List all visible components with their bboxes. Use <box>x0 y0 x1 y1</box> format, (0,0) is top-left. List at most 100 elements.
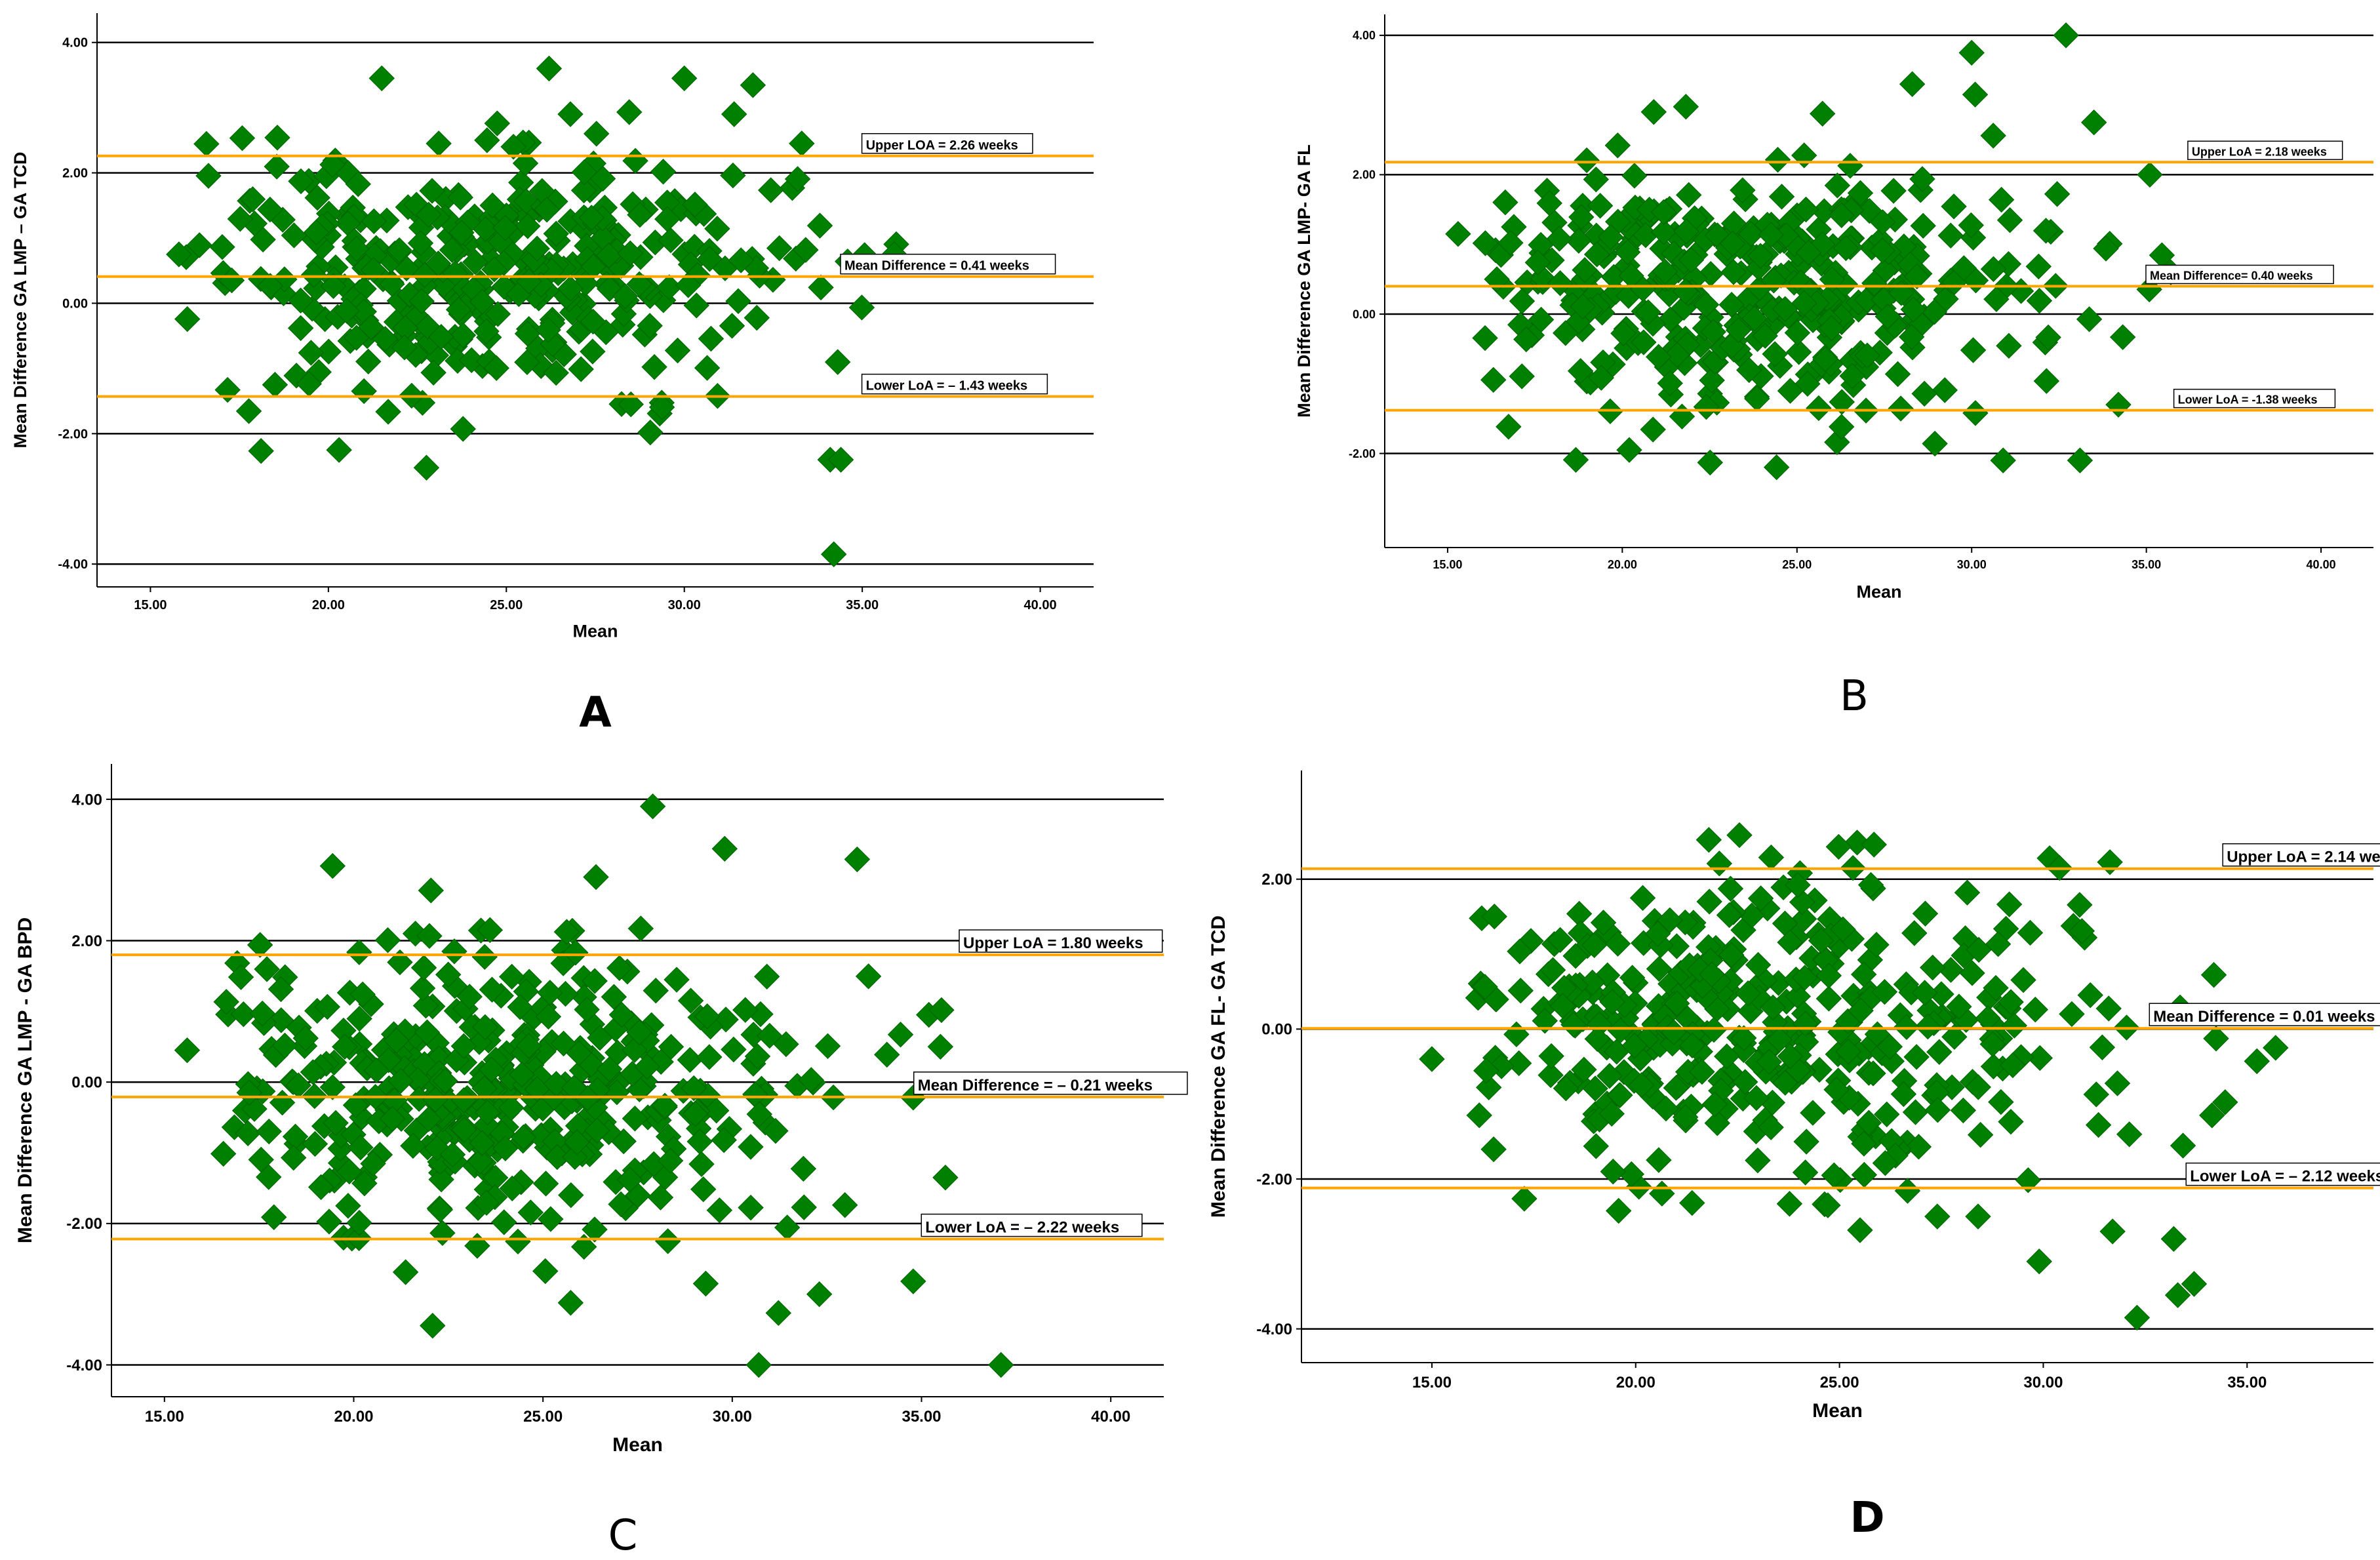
data-point <box>1912 900 1939 927</box>
data-point <box>1507 977 1534 1004</box>
data-point <box>690 1176 717 1203</box>
data-point <box>1568 204 1595 230</box>
data-point <box>1760 994 1786 1021</box>
y-tick-label: 4.00 <box>1353 29 1376 42</box>
data-point <box>1597 1063 1623 1089</box>
data-point <box>1901 920 1928 946</box>
data-point <box>1861 831 1887 858</box>
data-point <box>1614 239 1641 266</box>
data-point <box>2000 1052 2026 1079</box>
data-point <box>1476 1074 1502 1101</box>
data-point <box>1983 286 2010 312</box>
data-point <box>696 1044 723 1070</box>
chart-panel-c: -4.00 -2.00 0.00 2.00 4.00 15.00 20.00 25.00 30.… <box>14 764 1188 1456</box>
data-point <box>618 391 644 418</box>
y-tick-label: 2.00 <box>71 932 102 950</box>
data-point <box>758 177 784 203</box>
data-point <box>1965 1074 1991 1100</box>
data-point <box>2137 161 2163 188</box>
data-point <box>442 260 468 287</box>
data-point <box>1914 1013 1941 1040</box>
limit-label-box <box>2145 264 2334 285</box>
data-point <box>681 1075 707 1102</box>
data-point <box>1745 1147 1771 1174</box>
data-point <box>814 1033 841 1060</box>
data-point <box>1884 361 1911 388</box>
data-point <box>738 1194 764 1221</box>
chart-panel-a: -4.00 -2.00 0.00 2.00 4.00 15.00 20.00 25.00 30.… <box>10 13 1094 641</box>
data-point <box>874 1041 900 1068</box>
data-point <box>1735 980 1761 1007</box>
data-point <box>848 294 875 321</box>
data-point <box>806 212 833 239</box>
data-point <box>418 877 444 904</box>
data-point <box>387 1068 414 1094</box>
data-point <box>1941 1024 1968 1050</box>
data-point <box>1725 317 1752 344</box>
data-point <box>1731 1025 1757 1051</box>
data-point <box>634 1053 660 1080</box>
data-point <box>319 151 346 178</box>
data-point <box>1741 306 1768 332</box>
data-point <box>467 1148 494 1174</box>
data-point <box>230 1001 257 1028</box>
data-point <box>1621 1032 1648 1059</box>
data-point <box>570 1233 597 1260</box>
data-point <box>583 864 609 890</box>
data-point <box>616 99 643 125</box>
chart-panel-b: -2.00 0.00 2.00 4.00 15.00 20.00 25.00 30.00 35.… <box>1294 14 2373 602</box>
data-point <box>622 1106 648 1132</box>
data-point <box>1678 247 1705 273</box>
data-point <box>1697 449 1723 476</box>
data-point <box>698 325 724 352</box>
data-point <box>1496 414 1522 440</box>
data-point <box>472 1014 498 1041</box>
limit-label: Mean Difference = 0.01 weeks <box>2153 1008 2375 1026</box>
data-point <box>471 944 498 970</box>
data-point <box>1758 222 1784 248</box>
data-point <box>264 153 290 180</box>
data-point <box>1921 299 1948 325</box>
data-point <box>351 1170 378 1197</box>
data-point <box>2083 1081 2109 1108</box>
data-point <box>261 1204 287 1230</box>
data-point <box>1792 1159 1819 1186</box>
y-tick-label: -2.00 <box>58 427 88 441</box>
data-point <box>1869 237 1895 264</box>
data-point <box>688 1151 715 1178</box>
y-tick-label: -4.00 <box>58 557 88 572</box>
data-point <box>477 917 504 944</box>
data-point <box>808 274 834 301</box>
data-point <box>1604 132 1631 159</box>
data-point <box>346 1005 372 1032</box>
data-point <box>900 1268 926 1294</box>
data-point <box>2033 368 2060 394</box>
data-point <box>1689 1058 1715 1085</box>
data-point <box>428 1166 454 1193</box>
data-point <box>568 356 594 382</box>
data-point <box>1538 1043 1564 1070</box>
limit-label: Mean Difference = 0.41 weeks <box>844 259 1029 273</box>
data-point <box>1604 930 1631 957</box>
data-point <box>447 184 474 210</box>
data-point <box>1616 437 1642 463</box>
data-point <box>1888 395 1914 422</box>
data-point <box>1720 230 1746 257</box>
data-point <box>2044 181 2071 207</box>
data-point <box>740 1022 766 1048</box>
data-point <box>288 168 314 195</box>
x-tick-label: 40.00 <box>2307 558 2336 571</box>
data-point <box>1445 221 1471 247</box>
data-point <box>1904 263 1930 290</box>
data-point <box>1795 239 1822 266</box>
data-point <box>1567 358 1594 384</box>
data-point <box>1736 357 1762 384</box>
data-point <box>1701 1091 1728 1117</box>
y-axis-title: Mean Difference GA FL- GA TCD <box>1208 915 1229 1218</box>
data-point <box>334 298 360 324</box>
data-point <box>420 1312 446 1339</box>
data-point <box>1985 931 2012 957</box>
data-point <box>1937 222 1964 249</box>
data-point <box>694 1003 721 1030</box>
data-point <box>2015 1167 2042 1193</box>
